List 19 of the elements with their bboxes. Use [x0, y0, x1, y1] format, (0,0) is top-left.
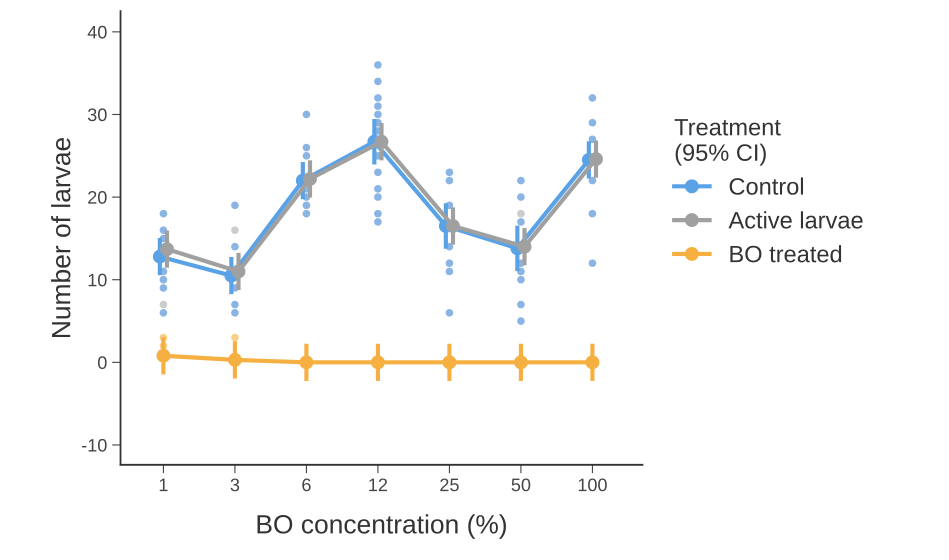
legend-title: Treatment (95% CI)	[674, 119, 781, 166]
y-tick-label: 20	[88, 191, 107, 204]
x-tick-label: 50	[512, 478, 530, 492]
y-tick-label: 30	[88, 108, 107, 122]
x-tick-label: 1	[160, 478, 168, 492]
x-tick-label: 3	[230, 478, 240, 492]
x-tick-label: 100	[578, 478, 607, 492]
y-tick-label: 10	[88, 274, 107, 286]
y-tick-label: 0	[98, 356, 107, 370]
legend-label: Control	[730, 177, 804, 195]
y-axis-title: Number of larvae	[51, 138, 70, 338]
x-tick-label: 6	[302, 478, 311, 492]
legend-label: Active larvae	[728, 211, 863, 229]
x-axis-title: BO concentration (%)	[258, 514, 506, 539]
x-tick-label: 25	[440, 478, 459, 492]
legend-label: BO treated	[730, 245, 842, 262]
y-tick-label: 40	[88, 26, 107, 39]
x-tick-label: 12	[369, 478, 388, 492]
y-tick-label: -10	[82, 438, 107, 452]
